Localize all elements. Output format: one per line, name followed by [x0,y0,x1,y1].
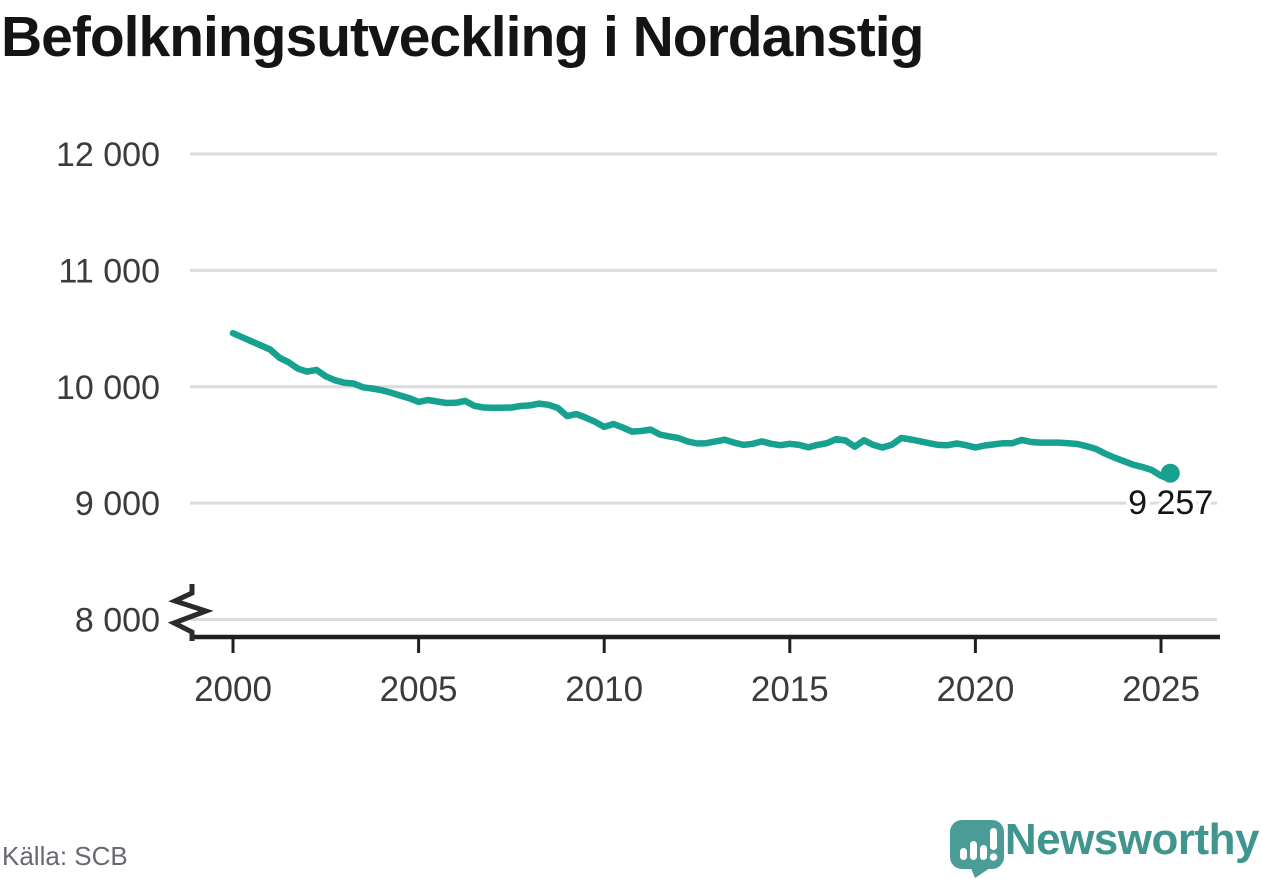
svg-text:2000: 2000 [194,670,272,709]
y-axis-tick-labels: 8 000 9 000 10 000 11 000 12 000 [56,136,160,640]
svg-text:2020: 2020 [936,670,1014,709]
svg-text:2025: 2025 [1122,670,1200,709]
gridlines [190,152,1217,621]
svg-text:12 000: 12 000 [56,136,160,174]
x-axis-tick-marks [231,639,1163,653]
svg-text:8 000: 8 000 [75,602,160,640]
bar-chart-glyph [960,841,987,860]
newsworthy-logo-icon [950,820,1004,878]
svg-text:2005: 2005 [380,670,458,709]
exclamation-mark-glyph [989,828,998,861]
latest-value-label: 9 257 [1128,484,1213,522]
svg-text:11 000: 11 000 [59,252,160,290]
speech-bubble-tail [970,866,993,878]
y-axis-break-icon [167,584,214,641]
newsworthy-wordmark: Newsworthy [1004,815,1260,864]
chart-title: Befolkningsutveckling i Nordanstig [1,5,924,69]
svg-text:10 000: 10 000 [56,369,160,407]
population-line [229,329,1174,481]
svg-text:2015: 2015 [751,670,829,709]
x-axis-tick-labels: 2000 2005 2010 2015 2020 2025 [194,670,1200,709]
svg-text:9 000: 9 000 [75,485,160,523]
svg-text:2010: 2010 [565,670,643,709]
latest-point-marker [1160,463,1180,483]
source-note: Källa: SCB [2,841,128,871]
